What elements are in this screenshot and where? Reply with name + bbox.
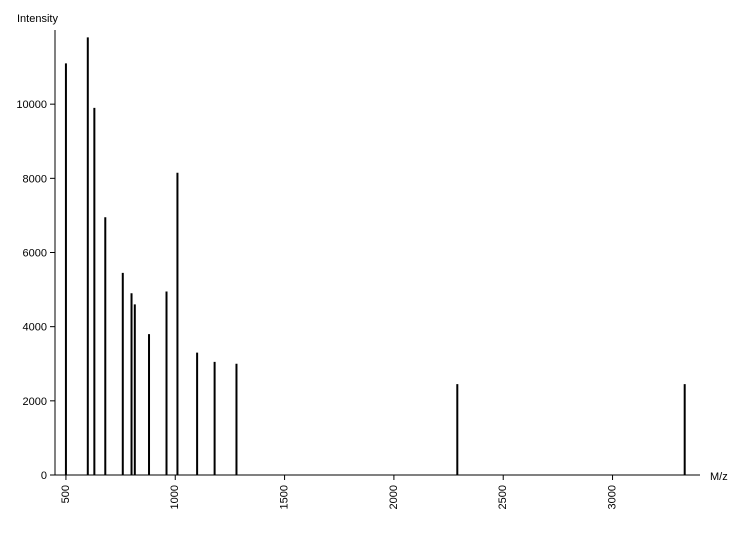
y-tick-label: 6000 xyxy=(23,248,47,260)
y-axis-label: Intensity xyxy=(17,13,58,25)
y-tick-label: 8000 xyxy=(23,173,47,185)
y-tick-label: 10000 xyxy=(16,99,47,111)
x-tick-label: 1500 xyxy=(278,485,290,509)
mass-spectrum-chart: 0 2000 4000 6000 8000 10000 500 1000 1500 2000 250… xyxy=(0,0,750,540)
y-tick-label: 0 xyxy=(41,470,47,482)
x-tick-label: 3000 xyxy=(606,485,618,509)
x-tick-label: 1000 xyxy=(169,485,181,509)
x-tick-label: 2000 xyxy=(388,485,400,509)
y-tick-label: 4000 xyxy=(23,322,47,334)
x-tick-label: 500 xyxy=(60,485,72,503)
chart-background xyxy=(0,0,750,540)
y-tick-label: 2000 xyxy=(23,396,47,408)
x-axis-label: M/z xyxy=(710,471,728,483)
x-tick-label: 2500 xyxy=(497,485,509,509)
